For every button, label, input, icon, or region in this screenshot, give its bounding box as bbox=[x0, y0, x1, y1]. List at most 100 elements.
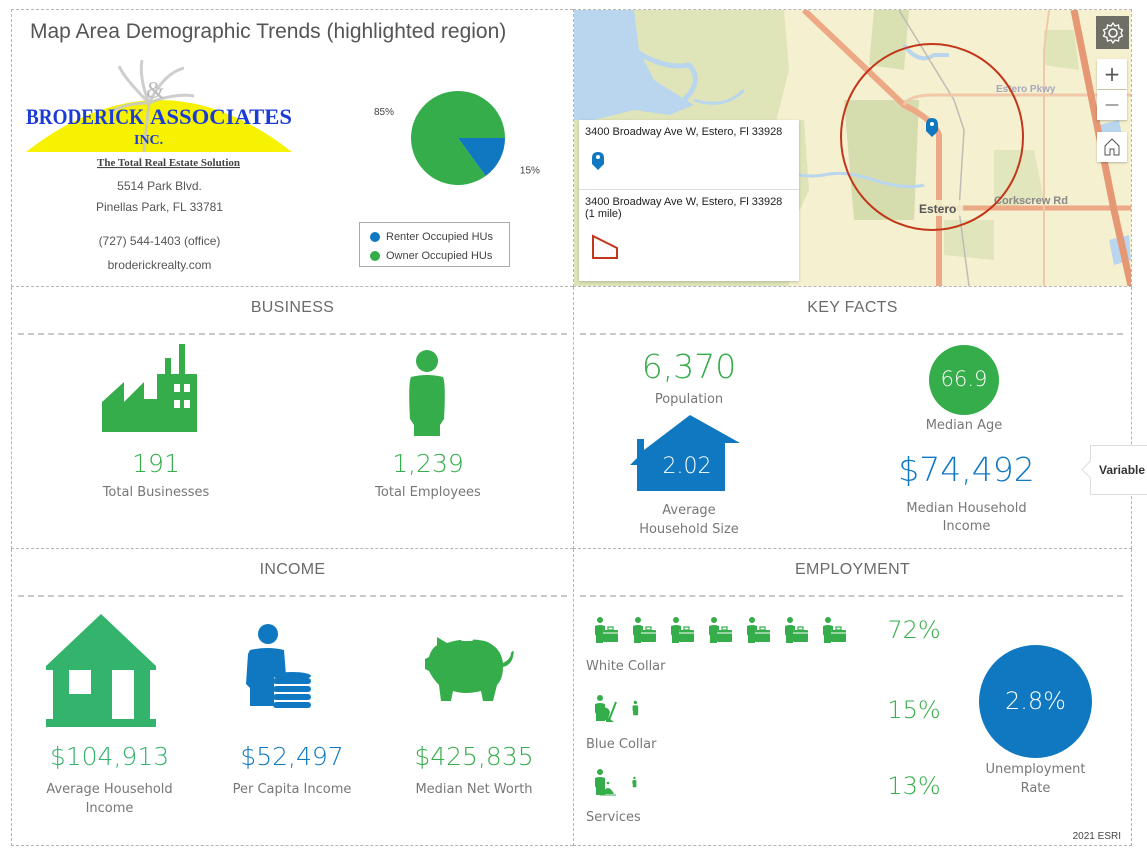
household-house-icon bbox=[630, 415, 740, 491]
white-collar-worker-icon bbox=[633, 617, 656, 643]
total-businesses-value: 191 bbox=[132, 449, 180, 478]
section-divider bbox=[18, 595, 567, 597]
header-panel: Map Area Demographic Trends (highlighted… bbox=[11, 9, 573, 287]
median-income-label-1: Median Household bbox=[906, 501, 1027, 516]
business-panel: BUSINESS 191 Total Businesses 1,239 Tota… bbox=[11, 287, 573, 549]
legend-label-renter: Renter Occupied HUs bbox=[386, 230, 493, 243]
page-title: Map Area Demographic Trends (highlighted… bbox=[30, 20, 507, 43]
employment-panel: EMPLOYMENT bbox=[573, 549, 1132, 846]
services-label: Services bbox=[586, 810, 641, 825]
legend-label-owner: Owner Occupied HUs bbox=[386, 249, 493, 262]
map-label-estero: Estero bbox=[919, 202, 956, 216]
white-collar-worker-icon bbox=[671, 617, 694, 643]
company-logo: & BRODERICK ASSOCIATES INC. The Total Re… bbox=[24, 58, 294, 170]
variable-tooltip: Variable bbox=[1090, 445, 1147, 495]
key-facts-title: KEY FACTS bbox=[807, 299, 898, 316]
map-view[interactable]: Estero Pkwy Corkscrew Rd Estero + — bbox=[574, 10, 1131, 286]
map-label-corkscrew-rd: Corkscrew Rd bbox=[994, 195, 1068, 207]
total-employees-label: Total Employees bbox=[375, 485, 481, 500]
employment-title: EMPLOYMENT bbox=[794, 561, 910, 578]
median-age-badge bbox=[929, 345, 999, 415]
legend-swatch-owner bbox=[370, 250, 380, 261]
address-line2: Pinellas Park, FL 33781 bbox=[96, 200, 223, 214]
plus-icon: + bbox=[1103, 62, 1121, 86]
income-panel: INCOME $104,913 Average Household Income… bbox=[11, 549, 573, 846]
avg-household-income-label-2: Income bbox=[85, 801, 134, 816]
section-divider bbox=[18, 333, 567, 335]
logo-ampersand: & bbox=[146, 78, 165, 104]
zoom-in-button[interactable]: + bbox=[1097, 59, 1127, 89]
white-collar-worker-icon bbox=[823, 617, 846, 643]
business-title: BUSINESS bbox=[250, 299, 335, 316]
unemployment-badge bbox=[979, 645, 1092, 758]
household-size-label-2: Household Size bbox=[639, 522, 739, 537]
blue-collar-icons bbox=[594, 694, 646, 722]
pie-label-owner: 85% bbox=[374, 107, 394, 118]
unemployment-label-2: Rate bbox=[1020, 781, 1051, 796]
legend-swatch-renter bbox=[370, 231, 380, 242]
popup-item-buffer[interactable]: 3400 Broadway Ave W, Estero, Fl 33928 (1… bbox=[579, 189, 799, 269]
map-label-estero-pkwy: Estero Pkwy bbox=[996, 84, 1056, 95]
minus-icon: — bbox=[1105, 97, 1119, 113]
occupancy-pie-chart: 15% 85% bbox=[372, 80, 542, 210]
white-collar-percent: 72% bbox=[887, 616, 941, 644]
total-employees-value: 1,239 bbox=[392, 449, 464, 478]
white-collar-worker-icon bbox=[785, 617, 808, 643]
logo-suffix: INC. bbox=[134, 133, 163, 148]
popup-item-location[interactable]: 3400 Broadway Ave W, Estero, Fl 33928 bbox=[579, 120, 799, 179]
logo-tagline: The Total Real Estate Solution bbox=[97, 157, 240, 169]
location-pin-icon[interactable] bbox=[926, 118, 938, 137]
service-worker-icon bbox=[632, 776, 637, 788]
polygon-icon bbox=[592, 234, 618, 259]
white-collar-worker-icon bbox=[747, 617, 770, 643]
pie-slice-owner[interactable] bbox=[411, 90, 505, 185]
house-icon bbox=[46, 614, 156, 727]
blue-collar-label: Blue Collar bbox=[586, 737, 657, 752]
popup-location-title: 3400 Broadway Ave W, Estero, Fl 33928 bbox=[585, 126, 783, 138]
pie-slice-renter[interactable] bbox=[458, 138, 505, 177]
section-divider bbox=[580, 595, 1123, 597]
services-icons bbox=[594, 768, 642, 796]
key-facts-panel: KEY FACTS 6,370 Population 2.02 Average … bbox=[573, 287, 1132, 549]
median-net-worth-value: $425,835 bbox=[414, 742, 534, 771]
median-net-worth-label: Median Net Worth bbox=[415, 782, 533, 797]
gear-icon bbox=[1102, 21, 1123, 44]
total-businesses-label: Total Businesses bbox=[102, 485, 210, 500]
unemployment-label-1: Unemployment bbox=[985, 762, 1086, 777]
income-title: INCOME bbox=[259, 561, 326, 578]
map-legend-popup: 3400 Broadway Ave W, Estero, Fl 33928 34… bbox=[579, 120, 799, 281]
buffer-ring[interactable] bbox=[840, 43, 1024, 231]
avg-household-income-value: $104,913 bbox=[49, 742, 170, 771]
service-worker-icon bbox=[595, 769, 616, 796]
pie-legend: Renter Occupied HUs Owner Occupied HUs bbox=[359, 222, 510, 267]
address-line1: 5514 Park Blvd. bbox=[117, 179, 202, 193]
white-collar-worker-icon bbox=[709, 617, 732, 643]
avg-household-income-label-1: Average Household bbox=[46, 782, 173, 797]
popup-buffer-title: 3400 Broadway Ave W, Estero, Fl 33928 bbox=[585, 196, 783, 208]
popup-buffer-subtitle: (1 mile) bbox=[585, 208, 622, 220]
person-icon bbox=[409, 350, 445, 436]
blue-collar-worker-icon bbox=[632, 700, 639, 716]
per-capita-income-label: Per Capita Income bbox=[232, 782, 352, 797]
white-collar-worker-icon bbox=[595, 617, 618, 643]
website-link[interactable]: broderickrealty.com bbox=[107, 258, 212, 272]
population-label: Population bbox=[654, 392, 724, 407]
section-divider bbox=[580, 333, 1123, 335]
phone-number: (727) 544-1403 (office) bbox=[98, 234, 221, 248]
zoom-out-button[interactable]: — bbox=[1097, 90, 1127, 120]
piggy-bank-icon bbox=[425, 637, 514, 701]
home-button[interactable] bbox=[1097, 132, 1127, 162]
settings-button[interactable] bbox=[1096, 16, 1129, 49]
services-percent: 13% bbox=[887, 772, 941, 800]
legend-item-owner[interactable]: Owner Occupied HUs bbox=[370, 246, 509, 265]
median-income-value: $74,492 bbox=[898, 450, 1035, 489]
population-value: 6,370 bbox=[641, 347, 737, 386]
household-size-label-1: Average bbox=[662, 503, 716, 518]
legend-item-renter[interactable]: Renter Occupied HUs bbox=[370, 227, 509, 246]
white-collar-label: White Collar bbox=[586, 659, 666, 674]
white-collar-icons bbox=[594, 616, 847, 644]
source-attribution: 2021 ESRI bbox=[1072, 831, 1121, 842]
map-panel: Estero Pkwy Corkscrew Rd Estero + — bbox=[573, 9, 1132, 287]
household-size-value: 2.02 bbox=[662, 454, 712, 479]
pin-icon bbox=[592, 152, 604, 170]
